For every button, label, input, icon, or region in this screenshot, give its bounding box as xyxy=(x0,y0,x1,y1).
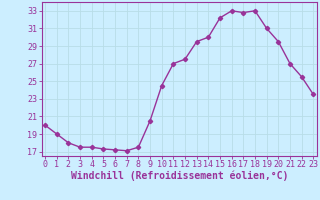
X-axis label: Windchill (Refroidissement éolien,°C): Windchill (Refroidissement éolien,°C) xyxy=(70,171,288,181)
